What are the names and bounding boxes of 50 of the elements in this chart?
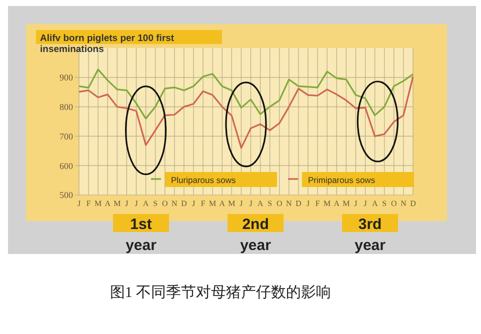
text: 3rd year — [354, 216, 386, 254]
x-tick-label: N — [400, 199, 407, 208]
text: 1st year — [126, 216, 157, 254]
y-tick-label: 900 — [60, 72, 74, 83]
x-tick-label: A — [372, 199, 378, 208]
x-tick-label: J — [240, 199, 243, 208]
x-tick-label: O — [162, 199, 168, 208]
x-tick-label: F — [86, 199, 92, 208]
x-tick-label: F — [315, 199, 320, 208]
legend-label: Pluriparous sows — [171, 175, 236, 185]
x-tick-label: S — [382, 199, 387, 208]
chart-title: Alifv born piglets per 100 first inseminations — [40, 33, 175, 55]
x-tick-label: O — [276, 199, 283, 208]
x-tick-label: D — [296, 199, 302, 208]
x-tick-label: D — [181, 199, 188, 208]
x-tick-label: M — [342, 199, 350, 208]
x-tick-label: J — [364, 199, 367, 208]
y-tick-label: 700 — [60, 131, 74, 142]
x-tick-label: J — [192, 199, 196, 208]
x-tick-label: J — [125, 199, 128, 208]
legend-label: Primiparous sows — [308, 175, 376, 185]
y-tick-label: 800 — [60, 102, 74, 112]
x-tick-label: A — [219, 199, 226, 208]
x-tick-label: A — [257, 199, 264, 208]
x-tick-label: F — [200, 199, 206, 208]
x-tick-label: M — [324, 199, 331, 208]
x-tick-label: M — [114, 199, 121, 208]
x-tick-label: M — [228, 199, 236, 208]
x-tick-label: J — [306, 199, 310, 208]
x-tick-label: S — [268, 199, 272, 208]
text: 2nd year — [240, 216, 272, 254]
x-tick-label: A — [334, 199, 340, 208]
y-tick-label: 600 — [60, 160, 74, 171]
x-tick-label: N — [172, 199, 178, 208]
x-tick-label: O — [391, 199, 398, 208]
line-series — [78, 68, 414, 120]
x-tick-label: J — [134, 199, 138, 208]
x-tick-label: M — [94, 199, 102, 208]
x-tick-label: S — [153, 199, 158, 208]
caption: 图1 不同季节对母猪产仔数的影响 — [110, 284, 332, 301]
x-tick-label: A — [104, 199, 111, 208]
x-tick-label: J — [354, 199, 358, 208]
x-tick-label: J — [249, 199, 252, 208]
x-tick-label: M — [209, 199, 216, 208]
x-tick-label: A — [142, 199, 149, 208]
x-tick-label: D — [410, 199, 416, 208]
x-tick-label: N — [286, 199, 292, 208]
line-series — [78, 76, 414, 149]
x-tick-label: J — [77, 199, 81, 208]
y-tick-label: 500 — [60, 190, 74, 200]
